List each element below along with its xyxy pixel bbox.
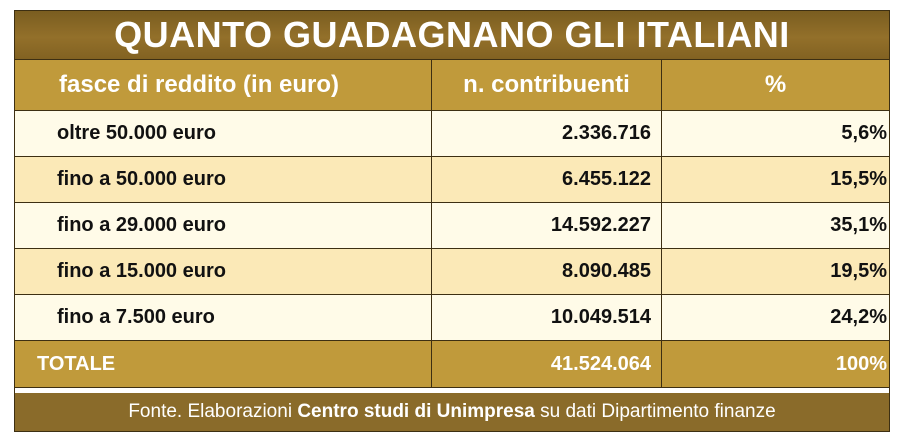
column-header-income-band: fasce di reddito (in euro): [59, 71, 340, 98]
row-label: fino a 7.500 euro: [57, 306, 215, 328]
row-count: 14.592.227: [431, 203, 661, 248]
total-label: TOTALE: [37, 352, 116, 375]
total-row: TOTALE 41.524.064 100%: [15, 341, 889, 388]
source-suffix: su dati Dipartimento finanze: [534, 401, 776, 422]
table-row: fino a 29.000 euro 14.592.227 35,1%: [15, 203, 889, 249]
row-percent: 24,2%: [661, 295, 889, 340]
row-label: fino a 15.000 euro: [57, 260, 226, 282]
header-row: fasce di reddito (in euro) n. contribuen…: [15, 60, 889, 111]
row-percent: 19,5%: [661, 249, 889, 294]
column-header-percent: %: [661, 60, 889, 110]
total-count: 41.524.064: [431, 341, 661, 387]
source-prefix: Fonte. Elaborazioni: [128, 401, 298, 422]
row-count: 8.090.485: [431, 249, 661, 294]
row-label: fino a 29.000 euro: [57, 214, 226, 236]
row-count: 10.049.514: [431, 295, 661, 340]
row-percent: 35,1%: [661, 203, 889, 248]
table-row: fino a 7.500 euro 10.049.514 24,2%: [15, 295, 889, 341]
income-table: QUANTO GUADAGNANO GLI ITALIANI fasce di …: [14, 10, 890, 432]
source-organization: Centro studi di Unimpresa: [297, 401, 535, 422]
row-label: oltre 50.000 euro: [57, 122, 216, 144]
row-label: fino a 50.000 euro: [57, 168, 226, 190]
table-row: fino a 15.000 euro 8.090.485 19,5%: [15, 249, 889, 295]
table-row: fino a 50.000 euro 6.455.122 15,5%: [15, 157, 889, 203]
column-header-taxpayers: n. contribuenti: [431, 60, 661, 110]
row-percent: 15,5%: [661, 157, 889, 202]
row-percent: 5,6%: [661, 111, 889, 156]
row-count: 2.336.716: [431, 111, 661, 156]
table-row: oltre 50.000 euro 2.336.716 5,6%: [15, 111, 889, 157]
table-title: QUANTO GUADAGNANO GLI ITALIANI: [15, 11, 889, 60]
total-percent: 100%: [661, 341, 889, 387]
table-grid: fasce di reddito (in euro) n. contribuen…: [15, 60, 889, 388]
source-note: Fonte. Elaborazioni Centro studi di Unim…: [15, 393, 889, 431]
row-count: 6.455.122: [431, 157, 661, 202]
